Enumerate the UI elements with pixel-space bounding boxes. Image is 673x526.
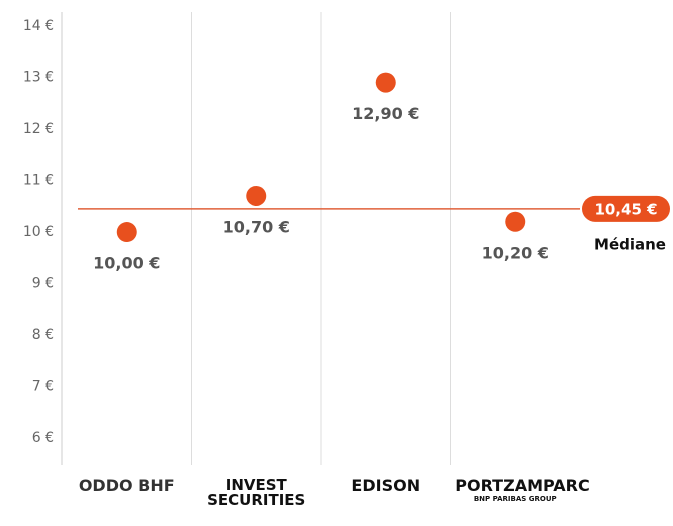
dot [505, 211, 526, 232]
broker-logo: INVEST SECURITIES [196, 478, 316, 508]
value-label: 10,00 € [93, 254, 160, 273]
broker-logo: PORTZAMPARC BNP PARIBAS GROUP [455, 478, 589, 503]
y-tick-label: 11 € [23, 173, 54, 189]
value-label: 12,90 € [352, 104, 419, 123]
dot [116, 222, 137, 243]
x-tick-label: PORTZAMPARC [455, 476, 590, 495]
value-label: 10,20 € [482, 243, 549, 262]
median-name: Médiane [594, 235, 666, 253]
x-tick-label: ODDO BHF [78, 476, 175, 495]
x-tick-label: EDISON [351, 476, 421, 495]
y-tick-label: 13 € [23, 69, 54, 85]
broker-logo: EDISON [326, 478, 446, 494]
x-tick-sublabel: BNP PARIBAS GROUP [473, 495, 557, 503]
y-tick-label: 8 € [32, 327, 54, 343]
broker-logo: ODDO BHF [67, 478, 187, 494]
y-tick-label: 7 € [32, 379, 54, 395]
dot [375, 72, 396, 93]
y-tick-label: 12 € [23, 121, 54, 137]
y-tick-label: 14 € [23, 18, 54, 34]
y-tick-label: 6 € [32, 430, 54, 446]
median-label: 10,45 € [594, 200, 657, 218]
dot [246, 185, 267, 206]
x-tick-label: INVEST SECURITIES [207, 476, 306, 509]
y-tick-label: 9 € [32, 276, 54, 292]
value-label: 10,70 € [223, 217, 290, 236]
median-pill [582, 195, 670, 222]
y-tick-label: 10 € [23, 224, 54, 240]
